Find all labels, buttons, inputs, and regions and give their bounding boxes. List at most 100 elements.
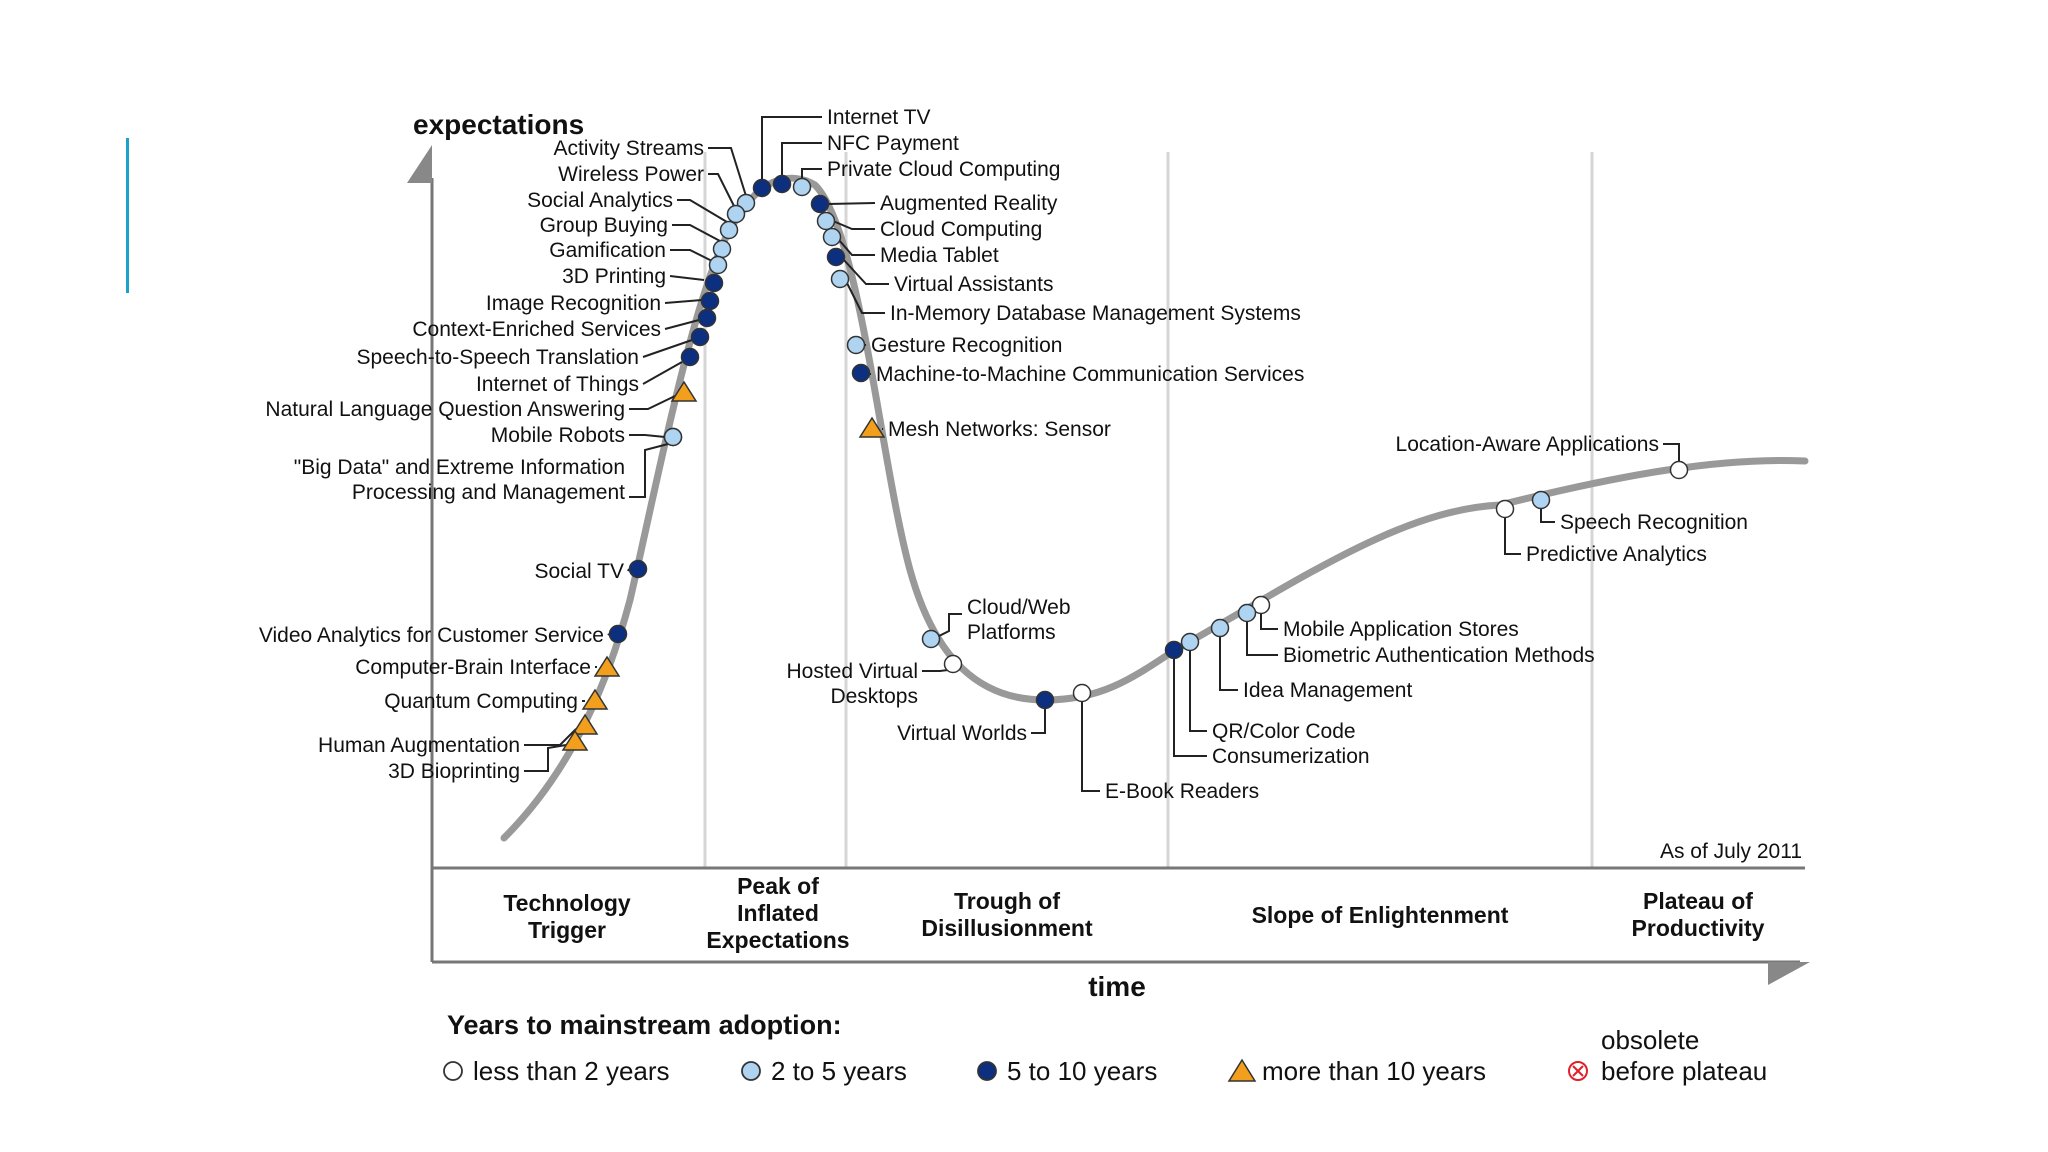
technology-item: Mobile Robots bbox=[491, 424, 683, 447]
technology-label: Gamification bbox=[549, 239, 666, 262]
technology-label: Virtual Worlds bbox=[897, 722, 1027, 745]
technology-label: Machine-to-Machine Communication Service… bbox=[876, 363, 1304, 386]
marker-circle bbox=[690, 327, 710, 347]
marker-circle bbox=[943, 654, 963, 674]
phase-label-line: Slope of Enlightenment bbox=[1252, 902, 1509, 928]
technology-item: Video Analytics for Customer Service bbox=[259, 624, 628, 647]
leader-line bbox=[664, 319, 700, 330]
marker-triangle bbox=[593, 655, 621, 677]
legend-item-label: before plateau bbox=[1601, 1056, 1767, 1086]
leader-line bbox=[832, 220, 875, 230]
technology-item: Biometric Authentication Methods bbox=[1237, 603, 1595, 667]
technology-item: Context-Enriched Services bbox=[412, 308, 717, 341]
leader-line bbox=[938, 613, 962, 637]
technology-label: Private Cloud Computing bbox=[827, 158, 1060, 181]
x-axis-title: time bbox=[1088, 971, 1146, 1002]
technology-label: Biometric Authentication Methods bbox=[1283, 644, 1595, 667]
marker-circle bbox=[816, 211, 836, 231]
technology-label: Idea Management bbox=[1243, 679, 1412, 702]
leader-line bbox=[629, 395, 676, 410]
marker-circle bbox=[1531, 490, 1551, 510]
technology-label: Internet TV bbox=[827, 106, 931, 129]
technology-label: Mobile Robots bbox=[491, 424, 625, 447]
technology-item: Media Tablet bbox=[822, 227, 999, 267]
marker-circle bbox=[921, 629, 941, 649]
technology-item: Gesture Recognition bbox=[846, 334, 1062, 357]
marker-circle bbox=[712, 239, 732, 259]
marker-circle bbox=[628, 559, 648, 579]
leader-line bbox=[670, 249, 713, 262]
marker-circle bbox=[608, 624, 628, 644]
phase-label-line: Expectations bbox=[706, 927, 849, 953]
technology-label: Consumerization bbox=[1212, 745, 1370, 768]
y-axis-title: expectations bbox=[413, 109, 584, 140]
legend: Years to mainstream adoption: less than 2… bbox=[443, 1010, 1767, 1086]
technology-label: Media Tablet bbox=[880, 244, 999, 267]
technology-label: Cloud/Web bbox=[967, 596, 1071, 619]
technology-label: Internet of Things bbox=[476, 373, 639, 396]
technology-label: In-Memory Database Management Systems bbox=[890, 302, 1301, 325]
marker-circle bbox=[826, 247, 846, 267]
technology-item: Idea Management bbox=[1210, 618, 1412, 702]
leader-line bbox=[1173, 659, 1207, 757]
marker-circle bbox=[1072, 683, 1092, 703]
technology-item: QR/Color Code bbox=[1180, 632, 1356, 743]
leader-line bbox=[845, 280, 885, 314]
legend-marker-obsolete-x bbox=[1572, 1065, 1584, 1077]
technology-label: Virtual Assistants bbox=[894, 273, 1054, 296]
technology-item: In-Memory Database Management Systems bbox=[830, 269, 1301, 325]
leader-line bbox=[781, 142, 822, 177]
phase-label-line: Trough of bbox=[954, 888, 1060, 914]
technology-label: Mesh Networks: Sensor bbox=[888, 418, 1111, 441]
marker-circle bbox=[792, 177, 812, 197]
marker-triangle bbox=[670, 380, 698, 402]
technology-item: Speech Recognition bbox=[1531, 490, 1748, 534]
leader-line bbox=[629, 443, 669, 498]
leader-line bbox=[1663, 443, 1680, 461]
phase-label-line: Peak of bbox=[737, 873, 819, 899]
technology-item: Image Recognition bbox=[486, 291, 720, 315]
technology-label: E-Book Readers bbox=[1105, 780, 1259, 803]
marker-circle bbox=[1164, 640, 1184, 660]
marker-triangle bbox=[571, 713, 599, 735]
legend-item-label: more than 10 years bbox=[1262, 1056, 1486, 1086]
marker-triangle bbox=[561, 729, 589, 751]
technology-label: Cloud Computing bbox=[880, 218, 1042, 241]
technology-label: Social TV bbox=[535, 560, 625, 583]
legend-item-gt10: more than 10 years bbox=[1227, 1056, 1486, 1086]
hype-curve bbox=[500, 174, 1809, 842]
marker-circle bbox=[822, 227, 842, 247]
leader-line bbox=[827, 202, 876, 205]
phase-label-line: Technology bbox=[503, 890, 631, 916]
technology-item: Machine-to-Machine Communication Service… bbox=[851, 363, 1304, 386]
technology-item: Social Analytics bbox=[527, 189, 739, 240]
technology-item: Social TV bbox=[535, 559, 648, 583]
leader-line bbox=[838, 239, 875, 256]
leader-line bbox=[642, 361, 683, 385]
leader-line bbox=[1540, 509, 1555, 523]
leader-line bbox=[642, 339, 693, 358]
leader-line bbox=[1219, 637, 1238, 691]
technology-item: E-Book Readers bbox=[1072, 683, 1259, 803]
leader-line bbox=[1081, 702, 1100, 792]
technology-label: 3D Printing bbox=[562, 265, 666, 288]
marker-circle bbox=[772, 174, 792, 194]
technology-item: Cloud Computing bbox=[816, 211, 1042, 241]
marker-circle bbox=[830, 269, 850, 289]
legend-item-label: 2 to 5 years bbox=[771, 1056, 907, 1086]
technology-item: Virtual Worlds bbox=[897, 690, 1055, 745]
technology-label: Group Buying bbox=[540, 214, 668, 237]
legend-item-label: obsolete bbox=[1601, 1025, 1699, 1055]
technology-label: Augmented Reality bbox=[880, 192, 1058, 215]
legend-title: Years to mainstream adoption: bbox=[447, 1010, 842, 1040]
marker-circle bbox=[1237, 603, 1257, 623]
marker-circle bbox=[726, 204, 746, 224]
marker-circle bbox=[680, 347, 700, 367]
phase-label-line: Plateau of bbox=[1643, 888, 1753, 914]
technology-label: Speech Recognition bbox=[1560, 511, 1748, 534]
technology-item: Predictive Analytics bbox=[1495, 499, 1707, 566]
technology-label: Human Augmentation bbox=[318, 734, 520, 757]
technology-item: Virtual Assistants bbox=[826, 247, 1054, 296]
marker-circle bbox=[708, 255, 728, 275]
